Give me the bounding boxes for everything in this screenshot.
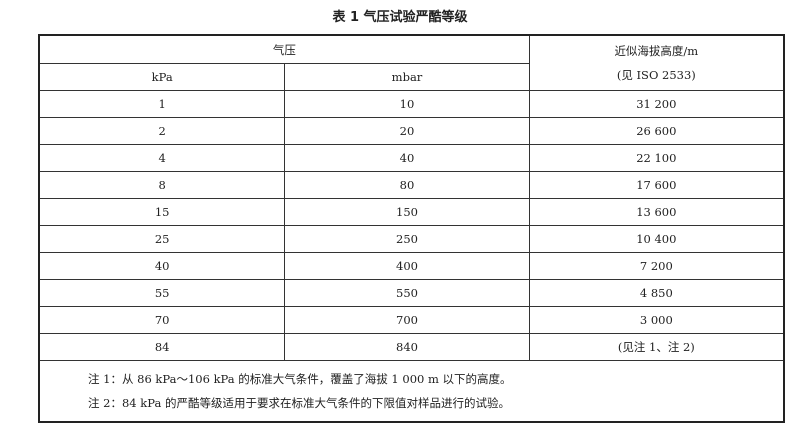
- table-row: 15 150 13 600: [38, 198, 785, 226]
- header-kpa: kPa: [38, 63, 286, 91]
- notes-cell: 注 1：从 86 kPa～106 kPa 的标准大气条件，覆盖了海拔 1 000…: [38, 360, 785, 423]
- note-1: 注 1：从 86 kPa～106 kPa 的标准大气条件，覆盖了海拔 1 000…: [88, 372, 512, 386]
- cell-alt: 3 000: [528, 306, 785, 334]
- cell-mbar: 40: [284, 144, 530, 172]
- cell-kpa: 70: [38, 306, 286, 334]
- cell-alt: 17 600: [528, 171, 785, 199]
- cell-mbar: 20: [284, 117, 530, 145]
- cell-mbar: 80: [284, 171, 530, 199]
- header-altitude: 近似海拔高度/m (见 ISO 2533): [528, 34, 785, 91]
- header-altitude-line1: 近似海拔高度/m: [614, 44, 699, 58]
- cell-alt: 26 600: [528, 117, 785, 145]
- table-row: 8 80 17 600: [38, 171, 785, 199]
- cell-alt: 4 850: [528, 279, 785, 307]
- cell-alt: 31 200: [528, 90, 785, 118]
- table-row: 70 700 3 000: [38, 306, 785, 334]
- cell-kpa: 25: [38, 225, 286, 253]
- table-row: 25 250 10 400: [38, 225, 785, 253]
- table-title: 表 1 气压试验严酷等级: [332, 10, 468, 25]
- cell-mbar: 250: [284, 225, 530, 253]
- header-altitude-line2: (见 ISO 2533): [616, 68, 696, 82]
- cell-kpa: 8: [38, 171, 286, 199]
- table-row: 1 10 31 200: [38, 90, 785, 118]
- table-row: 55 550 4 850: [38, 279, 785, 307]
- header-row: 气压 近似海拔高度/m (见 ISO 2533): [38, 34, 785, 91]
- cell-mbar: 550: [284, 279, 530, 307]
- cell-alt: 13 600: [528, 198, 785, 226]
- cell-kpa: 40: [38, 252, 286, 280]
- cell-kpa: 1: [38, 90, 286, 118]
- header-mbar: mbar: [284, 63, 530, 91]
- cell-kpa: 2: [38, 117, 286, 145]
- header-pressure: 气压: [38, 34, 530, 64]
- pressure-severity-table: 气压 近似海拔高度/m (见 ISO 2533) kPa mbar 1 10 31 …: [38, 34, 785, 423]
- cell-mbar: 400: [284, 252, 530, 280]
- note-2: 注 2：84 kPa 的严酷等级适用于要求在标准大气条件的下限值对样品进行的试验…: [88, 396, 510, 410]
- table-row: 4 40 22 100: [38, 144, 785, 172]
- table-row: 2 20 26 600: [38, 117, 785, 145]
- table-row: 84 840 (见注 1、注 2): [38, 333, 785, 361]
- cell-kpa: 4: [38, 144, 286, 172]
- cell-kpa: 15: [38, 198, 286, 226]
- cell-alt: 7 200: [528, 252, 785, 280]
- cell-kpa: 55: [38, 279, 286, 307]
- cell-mbar: 700: [284, 306, 530, 334]
- table-row: 40 400 7 200: [38, 252, 785, 280]
- cell-kpa: 84: [38, 333, 286, 361]
- notes-row: 注 1：从 86 kPa～106 kPa 的标准大气条件，覆盖了海拔 1 000…: [38, 360, 785, 423]
- cell-alt: 22 100: [528, 144, 785, 172]
- cell-alt: 10 400: [528, 225, 785, 253]
- header-row: kPa mbar: [38, 63, 784, 91]
- cell-mbar: 10: [284, 90, 530, 118]
- cell-alt: (见注 1、注 2): [528, 333, 785, 361]
- cell-mbar: 150: [284, 198, 530, 226]
- cell-mbar: 840: [284, 333, 530, 361]
